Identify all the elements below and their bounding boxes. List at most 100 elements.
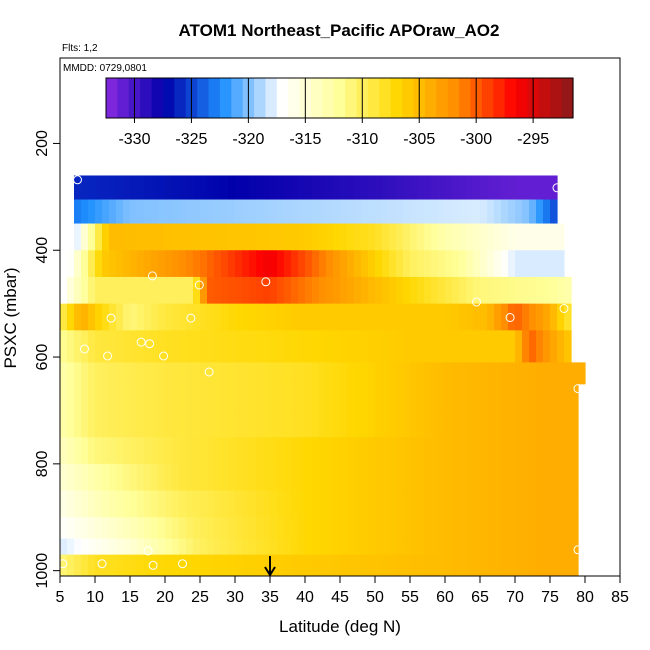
heat-cell xyxy=(312,463,320,492)
heat-cell xyxy=(123,362,131,385)
heat-cell xyxy=(235,199,243,225)
y-axis: 200 400 600 800 1000 xyxy=(34,130,60,588)
heat-cell xyxy=(543,383,551,412)
heat-cell xyxy=(340,199,348,225)
heat-cell xyxy=(347,383,355,412)
heat-cell xyxy=(228,303,236,331)
heat-cell xyxy=(431,538,439,556)
x-tick-label: 30 xyxy=(226,589,244,606)
heat-cell xyxy=(529,223,537,251)
heat-cell xyxy=(571,463,579,492)
heat-cell xyxy=(200,250,208,278)
colorbar-cell xyxy=(174,78,187,118)
heat-cell xyxy=(452,383,460,412)
heat-cell xyxy=(151,463,159,492)
heat-cell xyxy=(165,362,173,385)
heat-cell xyxy=(214,362,222,385)
heat-cell xyxy=(179,223,187,251)
heat-cell xyxy=(354,362,362,385)
heat-cell xyxy=(487,223,495,251)
heat-cell xyxy=(179,199,187,225)
colorbar-tick-label: -330 xyxy=(118,131,150,148)
heat-cell xyxy=(361,437,369,465)
heat-cell xyxy=(431,303,439,331)
heat-cell xyxy=(298,490,306,518)
heat-cell xyxy=(354,276,362,305)
heat-cell xyxy=(515,223,523,251)
heat-cell xyxy=(200,383,208,412)
heat-cell xyxy=(445,362,453,385)
heat-cell xyxy=(333,517,341,540)
heat-cell xyxy=(165,383,173,412)
heat-cell xyxy=(438,223,446,251)
heat-cell xyxy=(368,330,376,363)
heat-cell xyxy=(417,362,425,385)
heat-cell xyxy=(536,554,544,576)
heat-cell xyxy=(200,276,208,305)
heat-cell xyxy=(249,554,257,576)
heat-cell xyxy=(312,276,320,305)
heat-cell xyxy=(375,538,383,556)
heat-cell xyxy=(95,490,103,518)
heat-cell xyxy=(375,437,383,465)
heat-cell xyxy=(501,410,509,438)
heat-cell xyxy=(186,410,194,438)
heat-cell xyxy=(368,362,376,385)
heat-cell xyxy=(529,410,537,438)
heat-cell xyxy=(179,490,187,518)
heat-cell xyxy=(459,410,467,438)
heat-cell xyxy=(487,175,495,201)
heat-cell xyxy=(536,517,544,540)
heat-cell xyxy=(291,538,299,556)
heat-cell xyxy=(571,362,579,385)
heat-cell xyxy=(263,517,271,540)
heat-cell xyxy=(543,538,551,556)
heat-cell xyxy=(151,517,159,540)
heat-cell xyxy=(515,538,523,556)
x-tick-label: 40 xyxy=(296,589,314,606)
heat-cell xyxy=(228,362,236,385)
heat-cell xyxy=(424,490,432,518)
heat-cell xyxy=(74,517,82,540)
heat-cell xyxy=(312,362,320,385)
heat-cell xyxy=(487,410,495,438)
heat-cell xyxy=(550,175,558,201)
heat-cell xyxy=(165,490,173,518)
x-tick-label: 20 xyxy=(156,589,174,606)
heat-cell xyxy=(270,223,278,251)
heat-cell xyxy=(137,199,145,225)
heat-cell xyxy=(319,538,327,556)
heat-cell xyxy=(543,303,551,331)
heat-cell xyxy=(123,330,131,363)
heat-cell xyxy=(298,223,306,251)
colorbar-cell xyxy=(208,78,221,118)
heat-cell xyxy=(557,490,565,518)
heat-cell xyxy=(494,175,502,201)
heat-cell xyxy=(102,276,110,305)
heat-cell xyxy=(410,175,418,201)
heat-cell xyxy=(480,250,488,278)
heat-cell xyxy=(543,330,551,363)
heat-cell xyxy=(291,199,299,225)
heat-cell xyxy=(158,383,166,412)
heat-cell xyxy=(361,383,369,412)
x-tick-label: 55 xyxy=(401,589,419,606)
heat-cell xyxy=(291,303,299,331)
heat-cell xyxy=(102,437,110,465)
colorbar-cell xyxy=(333,78,346,118)
heat-cell xyxy=(88,517,96,540)
heat-cell xyxy=(375,410,383,438)
heat-cell xyxy=(361,554,369,576)
heat-cell xyxy=(410,330,418,363)
heat-cell xyxy=(277,410,285,438)
sample-point xyxy=(552,183,562,193)
heat-cell xyxy=(263,410,271,438)
heat-cell xyxy=(417,199,425,225)
colorbar-tick-label: -305 xyxy=(403,131,435,148)
heat-cell xyxy=(256,362,264,385)
heat-cell xyxy=(186,517,194,540)
colorbar-ticks: -330 -325 -320 -315 -310 -305 -300 -295 xyxy=(118,78,549,148)
heat-cell xyxy=(382,383,390,412)
heat-cell xyxy=(459,175,467,201)
heat-cell xyxy=(256,437,264,465)
